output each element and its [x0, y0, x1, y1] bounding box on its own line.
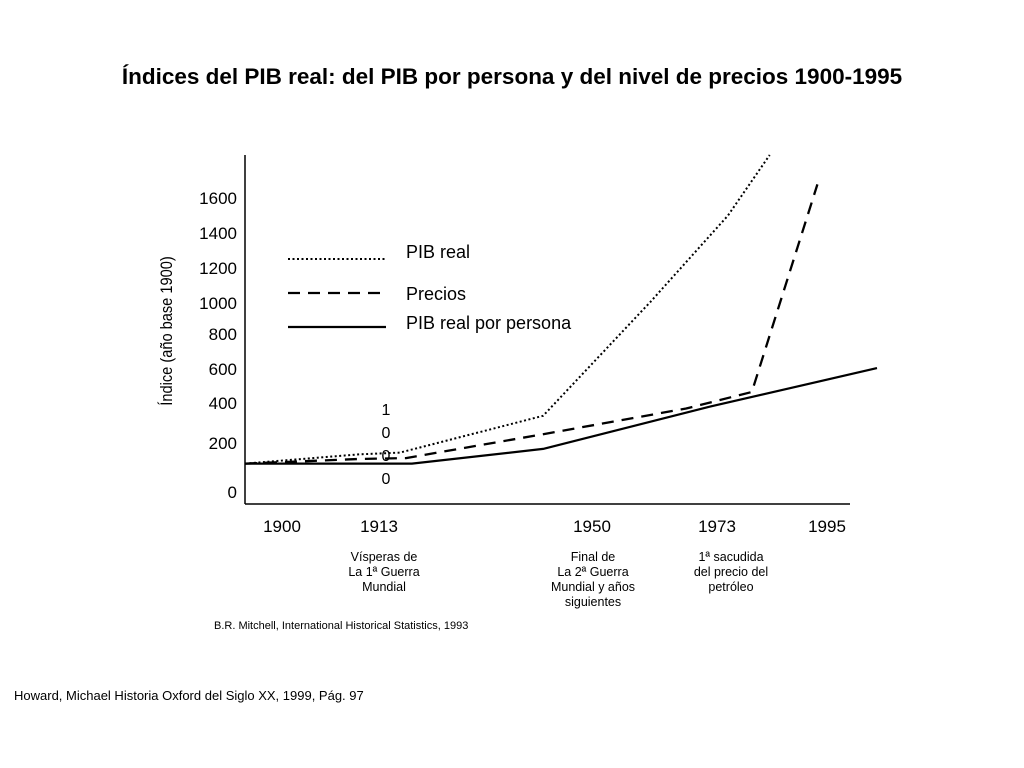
x-tick-label: 1950: [573, 517, 611, 536]
y-tick-label: 1000: [199, 294, 237, 313]
series-line-1: [244, 154, 771, 465]
y-tick-label: 0: [228, 483, 237, 502]
source-note: B.R. Mitchell, International Historical …: [214, 620, 468, 632]
event-annotation-3: 1ª sacudida del precio del petróleo: [694, 550, 768, 594]
series-line-2: [244, 184, 819, 465]
y-tick-label: 1400: [199, 224, 237, 243]
y-tick-label: 1200: [199, 259, 237, 278]
chart-title: Índices del PIB real: del PIB por person…: [121, 64, 903, 89]
event-annotation-1: Vísperas de La 1ª Guerra Mundial: [348, 550, 419, 594]
footer-reference: Howard, Michael Historia Oxford del Sigl…: [14, 688, 364, 703]
y-tick-label: 400: [209, 394, 237, 413]
y-tick-label: 200: [209, 434, 237, 453]
x-tick-label: 1913: [360, 517, 398, 536]
y-axis-label: Índice (año base 1900): [156, 256, 176, 405]
x-tick-label: 1900: [263, 517, 301, 536]
x-tick-label: 1995: [808, 517, 846, 536]
y-tick-label: 800: [209, 325, 237, 344]
event-annotation-2: Final de La 2ª Guerra Mundial y años siguie…: [551, 550, 635, 609]
y-tick-label: 1600: [199, 189, 237, 208]
x-tick-label: 1973: [698, 517, 736, 536]
series-line-3: [245, 367, 878, 465]
legend-label-2: Precios: [406, 284, 466, 304]
legend-label-3: PIB real por persona: [406, 313, 572, 333]
y-tick-label: 600: [209, 360, 237, 379]
legend-label-1: PIB real: [406, 242, 470, 262]
